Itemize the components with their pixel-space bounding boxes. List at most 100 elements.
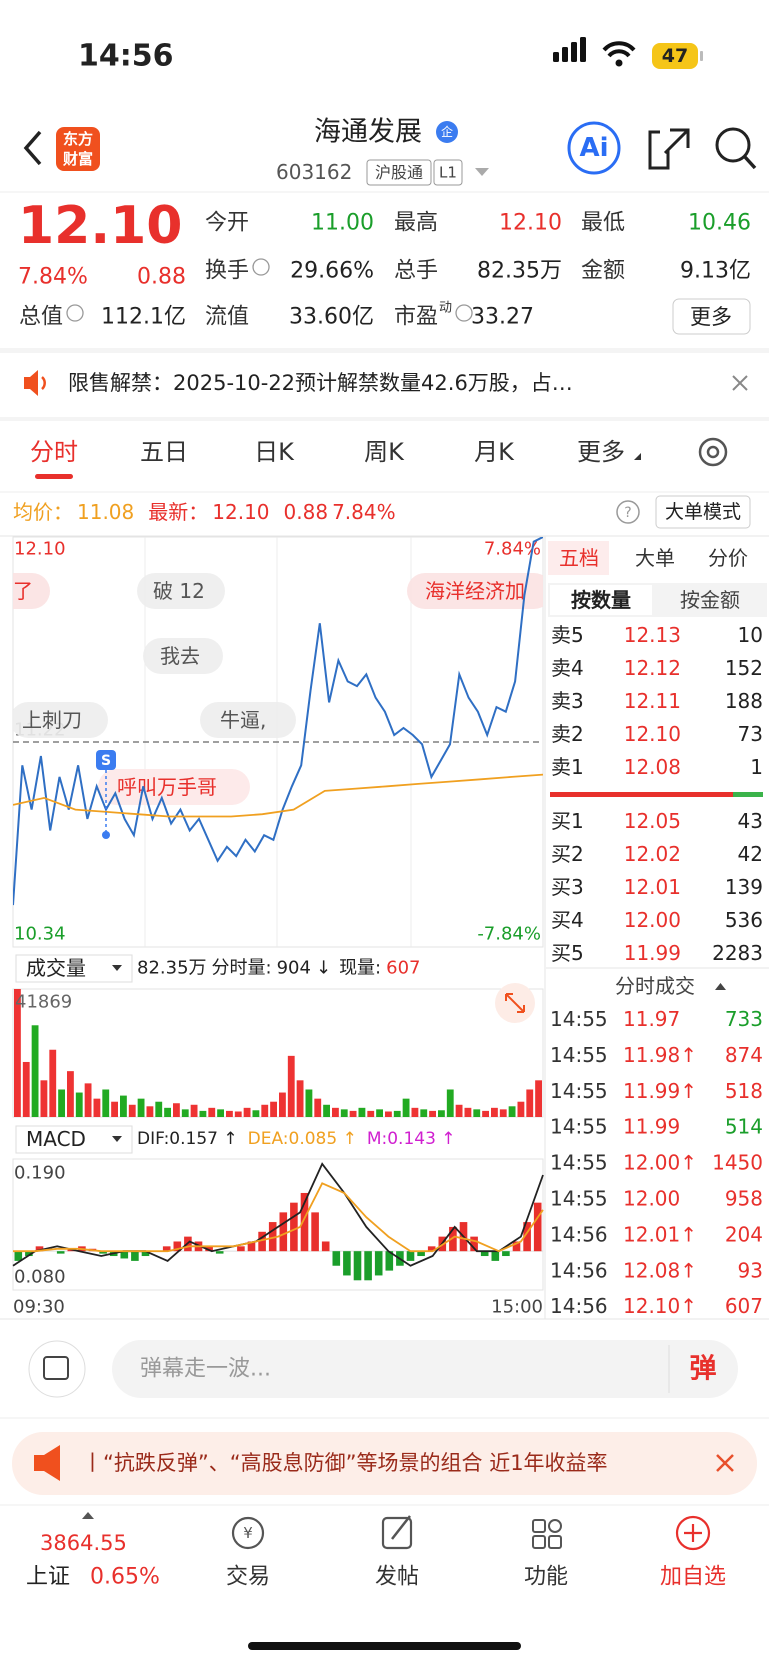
volume-bar (155, 1101, 163, 1117)
more-button[interactable] (672, 298, 751, 335)
select-arrow (112, 1136, 122, 1142)
volume-bar (102, 1089, 110, 1117)
volume-stat: 82.35万 (137, 958, 207, 979)
book-level: 卖3 (551, 689, 584, 713)
y-tick-label: 0.190 (14, 1163, 66, 1184)
nav-item[interactable]: 功能 (524, 1565, 568, 1590)
close-notice[interactable] (732, 375, 748, 391)
chart-tab[interactable]: 日K (254, 438, 295, 466)
indicator-select[interactable] (15, 954, 133, 983)
book-subtab[interactable]: 按金额 (680, 588, 740, 612)
banner-clip: 丨“抗跌反弹”、“高股息防御”等场景的组合 近1年收益率 (82, 1451, 608, 1475)
volume-bar (40, 1080, 48, 1117)
macd-bar (14, 1251, 23, 1261)
volume-bar (367, 1110, 375, 1117)
macd-bar (449, 1226, 457, 1252)
danmaku-bubble (98, 769, 250, 805)
market-tag (366, 159, 432, 186)
field-label: 总值 (19, 305, 63, 330)
volume-bar (261, 1104, 269, 1117)
volume-bar (173, 1103, 180, 1117)
post-pen (391, 1515, 411, 1540)
volume-bar (199, 1110, 207, 1117)
volume-bar (190, 1104, 198, 1117)
promo-banner[interactable] (12, 1432, 757, 1495)
danmaku-bubble (13, 702, 108, 738)
volume-bar (120, 1095, 127, 1117)
info-item: 12.10 (212, 500, 269, 524)
danmaku-send[interactable]: 弹 (690, 1354, 717, 1385)
volume-bar (508, 1106, 516, 1117)
nav-item[interactable]: 加自选 (660, 1565, 726, 1590)
book-tab[interactable]: 大单 (635, 546, 675, 570)
stock-name: 海通发展 (314, 117, 422, 148)
ai-button[interactable] (567, 121, 621, 175)
settings-button[interactable] (698, 437, 728, 467)
danmaku-icon (43, 1356, 69, 1380)
macd-bar (353, 1251, 362, 1281)
add-watch-icon (675, 1515, 711, 1551)
macd-bar (205, 1246, 213, 1252)
danmaku-settings[interactable] (28, 1340, 86, 1398)
market-tag-text: 沪股通 (375, 163, 423, 182)
clock: 14:56 (78, 39, 174, 74)
indicator-name[interactable]: MACD (26, 1127, 86, 1151)
chart-tab[interactable]: 周K (364, 438, 405, 466)
back-button[interactable] (23, 130, 42, 166)
mode-text[interactable]: 大单模式 (665, 501, 741, 523)
battery (652, 43, 698, 69)
volume-bar (75, 1092, 83, 1117)
danmaku-input[interactable] (112, 1340, 738, 1398)
buy-sell-bar-green (733, 792, 763, 797)
chart-tab[interactable]: 月K (474, 438, 515, 466)
volume-bar (314, 1098, 322, 1117)
close-banner[interactable] (716, 1454, 734, 1472)
chart-tab[interactable]: 五日 (140, 438, 188, 466)
share-button[interactable] (648, 128, 690, 170)
index-change: 0.65% (90, 1565, 160, 1590)
volume-bar (323, 1104, 330, 1117)
book-price: 12.11 (624, 689, 681, 713)
danmaku-bubble (407, 573, 543, 609)
macd-bar (512, 1241, 521, 1252)
book-tab[interactable]: 分价 (708, 546, 748, 570)
y-tick-label: 0.080 (14, 1267, 66, 1288)
chart-tab[interactable]: 分时 (30, 438, 78, 466)
nav-item[interactable]: 交易 (226, 1565, 270, 1590)
dif-line (12, 1162, 544, 1267)
book-subtab[interactable]: 按数量 (571, 588, 631, 612)
volume-bar (473, 1109, 481, 1117)
mode-button[interactable] (655, 495, 751, 529)
info-item: 11.08 (77, 500, 134, 524)
danmaku-bubble (137, 573, 225, 609)
book-price: 12.08 (624, 755, 681, 779)
indicator-name[interactable]: 成交量 (26, 956, 86, 980)
indicator-select[interactable] (15, 1125, 133, 1154)
trade-price: 12.10↑ (623, 1294, 697, 1318)
volume-bar (146, 1106, 154, 1117)
x-tick-label: 15:00 (491, 1297, 543, 1318)
signal-bar (571, 42, 577, 62)
trade-time: 14:55 (550, 1079, 608, 1103)
trade-qty: 204 (725, 1222, 763, 1246)
more-text[interactable]: 更多 (690, 305, 732, 329)
input-placeholder[interactable]: 弹幕走一波... (140, 1357, 271, 1382)
volume-bar (305, 1089, 313, 1117)
dropdown-arrow[interactable] (475, 168, 489, 176)
macd-bar (332, 1251, 341, 1266)
chart-tab[interactable]: 更多 (577, 438, 625, 466)
volume-bar (446, 1089, 454, 1117)
book-tab[interactable]: 五档 (559, 546, 599, 570)
search-button[interactable] (715, 127, 751, 163)
ai-text[interactable]: Ai (579, 133, 608, 163)
field-label: 换手 (205, 259, 249, 284)
volume-bar (296, 1080, 304, 1117)
subtab-active (550, 585, 652, 615)
macd-bar (99, 1251, 107, 1254)
nav-item[interactable]: 发帖 (375, 1565, 419, 1590)
field-label: 最高 (394, 211, 438, 236)
volume-bar (420, 1109, 428, 1117)
field-value: 82.35万 (477, 259, 562, 284)
field-value: 11.00 (311, 211, 374, 236)
notice-text[interactable]: 限售解禁：2025-10-22预计解禁数量42.6万股，占… (68, 371, 573, 395)
